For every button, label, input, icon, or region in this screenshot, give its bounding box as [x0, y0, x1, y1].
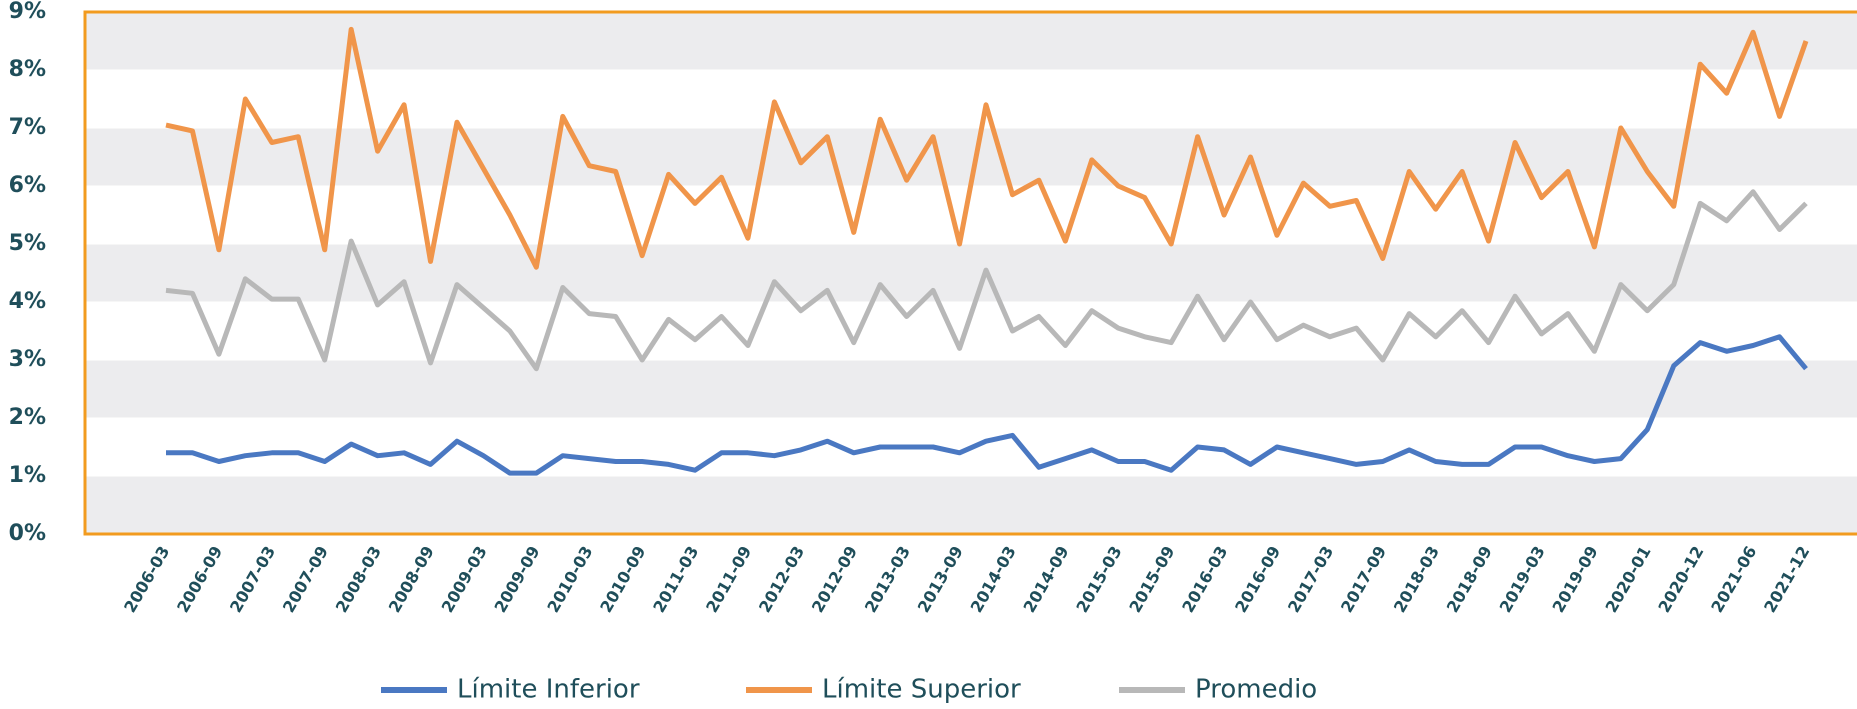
x-tick-label: 2012-09 [808, 543, 861, 616]
legend-label: Límite Inferior [457, 675, 640, 705]
series-line [166, 334, 1808, 476]
x-tick-label: 2009-03 [438, 543, 491, 616]
x-tick-label: 2006-03 [120, 543, 173, 616]
y-tick-label: 7% [9, 115, 46, 140]
plot-border [83, 10, 1857, 536]
x-tick-label: 2008-03 [332, 543, 385, 616]
x-tick-label: 2020-12 [1654, 543, 1707, 616]
grid-band [85, 12, 1857, 70]
x-tick-label: 2016-09 [1231, 543, 1284, 616]
x-tick-label: 2012-03 [755, 543, 808, 616]
x-tick-label: 2019-09 [1549, 543, 1602, 616]
x-tick-label: 2018-03 [1390, 543, 1443, 616]
x-tick-label: 2010-09 [596, 543, 649, 616]
x-tick-label: 2018-09 [1443, 543, 1496, 616]
x-tick-label: 2007-03 [226, 543, 279, 616]
x-tick-label: 2017-03 [1284, 543, 1337, 616]
x-tick-label: 2006-09 [173, 543, 226, 616]
x-tick-label: 2019-03 [1496, 543, 1549, 616]
x-tick-label: 2015-03 [1072, 543, 1125, 616]
series-line [165, 26, 1809, 270]
x-tick-label: 2007-09 [279, 543, 332, 616]
legend-label: Límite Superior [822, 675, 1021, 705]
x-tick-label: 2015-09 [1125, 543, 1178, 616]
x-tick-label: 2011-03 [649, 543, 702, 616]
y-tick-label: 2% [9, 405, 46, 430]
y-tick-label: 4% [9, 289, 46, 314]
x-tick-label: 2021-12 [1760, 543, 1813, 616]
x-tick-label: 2020-01 [1601, 543, 1654, 616]
y-tick-label: 1% [9, 463, 46, 488]
y-tick-label: 3% [9, 347, 46, 372]
y-tick-label: 6% [9, 173, 46, 198]
y-tick-label: 9% [9, 0, 46, 24]
grid-band [85, 360, 1857, 418]
x-tick-label: 2017-09 [1337, 543, 1390, 616]
grid-band [85, 476, 1857, 534]
legend-label: Promedio [1195, 675, 1317, 705]
x-tick-label: 2016-03 [1178, 543, 1231, 616]
x-tick-label: 2008-09 [385, 543, 438, 616]
y-tick-label: 8% [9, 57, 46, 82]
x-tick-label: 2014-03 [967, 543, 1020, 616]
y-tick-label: 5% [9, 231, 46, 256]
x-tick-label: 2013-09 [914, 543, 967, 616]
x-tick-label: 2009-09 [491, 543, 544, 616]
x-tick-label: 2010-03 [543, 543, 596, 616]
grid-band [85, 244, 1857, 302]
series-line [165, 189, 1808, 372]
y-tick-label: 0% [9, 521, 46, 546]
x-tick-label: 2013-03 [861, 543, 914, 616]
x-tick-label: 2021-06 [1707, 543, 1760, 616]
x-tick-label: 2011-09 [702, 543, 755, 616]
x-tick-label: 2014-09 [1020, 543, 1073, 616]
